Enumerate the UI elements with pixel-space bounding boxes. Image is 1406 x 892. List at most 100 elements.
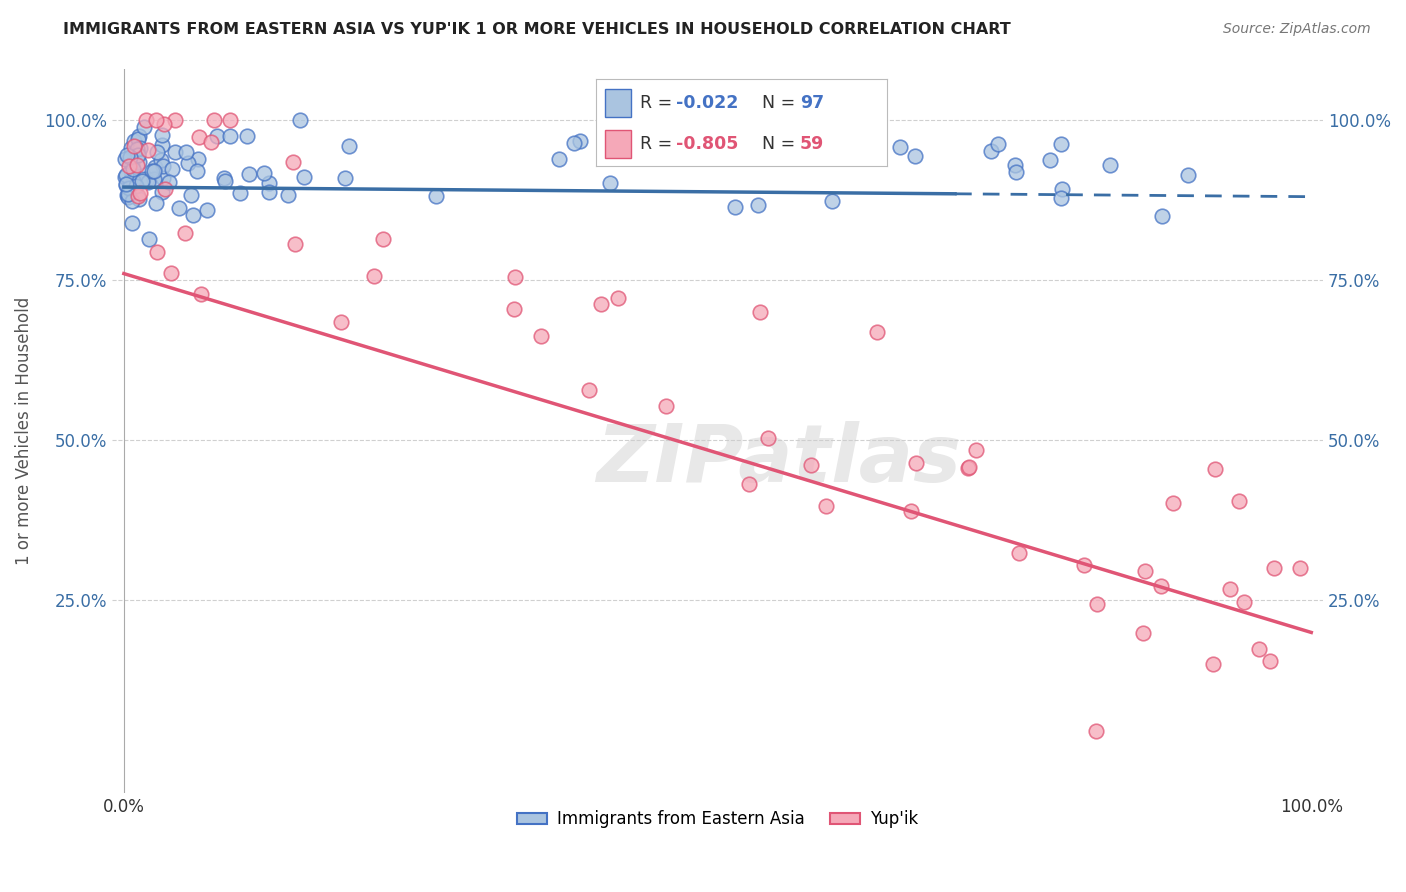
- Point: [425, 189, 447, 203]
- Point: [125, 142, 148, 156]
- Point: [1177, 168, 1199, 182]
- Point: [134, 120, 156, 135]
- Point: [128, 155, 150, 169]
- Point: [122, 174, 145, 188]
- Point: [281, 154, 304, 169]
- Point: [177, 155, 200, 169]
- Point: [131, 173, 153, 187]
- Point: [145, 145, 167, 159]
- Point: [800, 458, 823, 472]
- Point: [152, 159, 174, 173]
- Point: [1005, 165, 1028, 179]
- Point: [127, 147, 149, 161]
- Point: [150, 185, 173, 199]
- Point: [160, 161, 183, 176]
- Point: [1073, 558, 1095, 572]
- Point: [363, 268, 385, 283]
- Point: [987, 137, 1010, 152]
- Point: [1289, 561, 1312, 575]
- Point: [125, 178, 148, 193]
- Point: [145, 195, 167, 210]
- Text: IMMIGRANTS FROM EASTERN ASIA VS YUP'IK 1 OR MORE VEHICLES IN HOUSEHOLD CORRELATI: IMMIGRANTS FROM EASTERN ASIA VS YUP'IK 1…: [63, 22, 1011, 37]
- Point: [218, 112, 240, 127]
- Point: [1085, 724, 1108, 739]
- Point: [904, 149, 927, 163]
- Point: [747, 198, 769, 212]
- Point: [152, 117, 174, 131]
- Point: [1161, 496, 1184, 510]
- Point: [128, 128, 150, 143]
- Point: [292, 169, 315, 184]
- Point: [121, 157, 143, 171]
- Point: [339, 139, 361, 153]
- Point: [138, 232, 160, 246]
- Point: [957, 461, 980, 475]
- Point: [1098, 158, 1121, 172]
- Point: [889, 140, 911, 154]
- Point: [114, 169, 136, 184]
- Point: [142, 171, 165, 186]
- Point: [238, 167, 260, 181]
- Point: [117, 186, 139, 201]
- Text: ZIPatlas: ZIPatlas: [596, 420, 960, 499]
- Point: [128, 192, 150, 206]
- Point: [163, 112, 186, 127]
- Point: [738, 477, 761, 491]
- Point: [174, 145, 197, 159]
- Point: [503, 301, 526, 316]
- Point: [1039, 153, 1062, 167]
- Point: [1227, 494, 1250, 508]
- Point: [127, 147, 149, 161]
- Point: [190, 286, 212, 301]
- Point: [1202, 657, 1225, 672]
- Point: [284, 236, 307, 251]
- Text: Source: ZipAtlas.com: Source: ZipAtlas.com: [1223, 22, 1371, 37]
- Point: [1219, 582, 1241, 596]
- Point: [905, 456, 928, 470]
- Point: [120, 173, 142, 187]
- Point: [236, 129, 259, 144]
- Point: [127, 189, 149, 203]
- Point: [145, 112, 167, 127]
- Point: [1249, 641, 1271, 656]
- Point: [1150, 578, 1173, 592]
- Point: [117, 189, 139, 203]
- Point: [724, 200, 747, 214]
- Point: [136, 175, 159, 189]
- Point: [128, 186, 150, 200]
- Point: [547, 152, 569, 166]
- Point: [959, 459, 981, 474]
- Point: [212, 171, 235, 186]
- Point: [330, 315, 353, 329]
- Point: [599, 177, 621, 191]
- Point: [127, 131, 149, 145]
- Point: [756, 430, 779, 444]
- Point: [202, 112, 225, 127]
- Point: [153, 182, 176, 196]
- Point: [143, 160, 166, 174]
- Point: [589, 297, 612, 311]
- Point: [157, 175, 180, 189]
- Point: [114, 152, 136, 166]
- Point: [749, 305, 772, 319]
- Point: [207, 129, 229, 144]
- Point: [200, 135, 222, 149]
- Point: [259, 176, 281, 190]
- Point: [150, 153, 173, 167]
- Point: [120, 141, 142, 155]
- Point: [1050, 191, 1073, 205]
- Point: [121, 216, 143, 230]
- Point: [371, 232, 394, 246]
- Point: [214, 174, 236, 188]
- Point: [152, 170, 174, 185]
- Point: [136, 172, 159, 186]
- Point: [815, 500, 838, 514]
- Point: [141, 164, 163, 178]
- Point: [1263, 561, 1285, 575]
- Point: [965, 443, 987, 458]
- Point: [253, 166, 276, 180]
- Y-axis label: 1 or more Vehicles in Household: 1 or more Vehicles in Household: [15, 296, 32, 565]
- Point: [1135, 564, 1157, 578]
- Point: [229, 186, 252, 200]
- Point: [180, 188, 202, 202]
